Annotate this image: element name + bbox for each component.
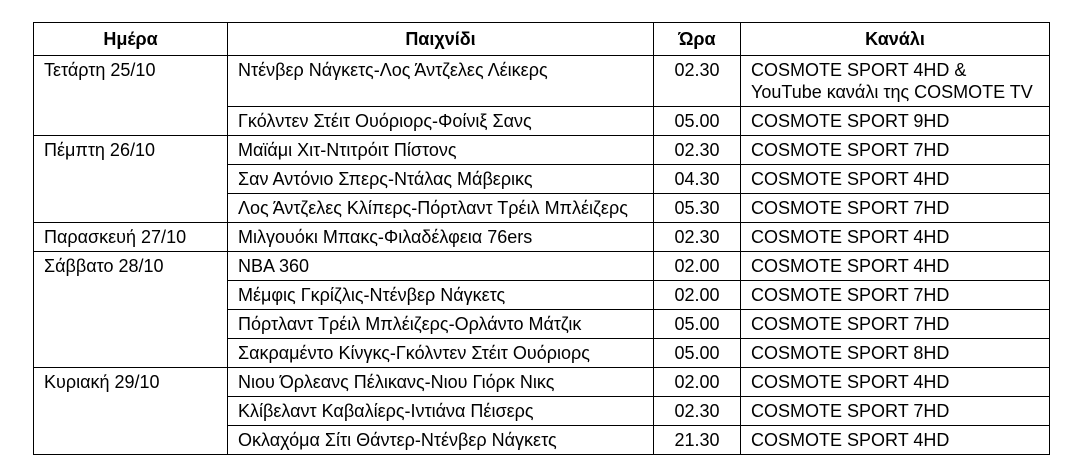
table-row: Κυριακή 29/10 Νιου Όρλεανς Πέλικανς-Νιου… bbox=[33, 367, 1050, 455]
channel-cell: COSMOTE SPORT 4HD bbox=[740, 425, 1050, 455]
time-cell: 02.30 bbox=[653, 55, 741, 107]
time-cell: 02.00 bbox=[653, 251, 741, 281]
channel-cell: COSMOTE SPORT 7HD bbox=[740, 396, 1050, 426]
game-cell: Μέμφις Γκρίζλις-Ντένβερ Νάγκετς bbox=[227, 280, 654, 310]
game-cell: Σακραμέντο Κίνγκς-Γκόλντεν Στέιτ Ουόριορ… bbox=[227, 338, 654, 368]
table-row: Πόρτλαντ Τρέιλ Μπλέιζερς-Ορλάντο Μάτζικ … bbox=[34, 309, 1050, 339]
channel-cell: COSMOTE SPORT 9HD bbox=[740, 106, 1050, 136]
table-row: Λος Άντζελες Κλίπερς-Πόρτλαντ Τρέιλ Μπλέ… bbox=[34, 193, 1050, 223]
column-header-time: Ώρα bbox=[653, 22, 741, 56]
table-row: Τετάρτη 25/10 Ντένβερ Νάγκετς-Λος Άντζελ… bbox=[33, 55, 1050, 136]
day-cell: Πέμπτη 26/10 bbox=[33, 135, 228, 223]
day-cell: Παρασκευή 27/10 bbox=[33, 222, 228, 252]
time-cell: 02.00 bbox=[653, 367, 741, 397]
game-cell: Γκόλντεν Στέιτ Ουόριορς-Φοίνιξ Σανς bbox=[227, 106, 654, 136]
time-cell: 21.30 bbox=[653, 425, 741, 455]
table-row: Γκόλντεν Στέιτ Ουόριορς-Φοίνιξ Σανς 05.0… bbox=[34, 106, 1050, 136]
game-cell: Μιλγουόκι Μπακς-Φιλαδέλφεια 76ers bbox=[227, 222, 654, 252]
column-header-day: Ημέρα bbox=[33, 22, 228, 56]
channel-cell: COSMOTE SPORT 7HD bbox=[740, 309, 1050, 339]
channel-cell: COSMOTE SPORT 4HD bbox=[740, 251, 1050, 281]
time-cell: 02.30 bbox=[653, 222, 741, 252]
time-cell: 02.30 bbox=[653, 396, 741, 426]
time-cell: 02.00 bbox=[653, 280, 741, 310]
tv-schedule-table: Ημέρα Παιχνίδι Ώρα Κανάλι Τετάρτη 25/10 … bbox=[33, 22, 1050, 455]
time-cell: 04.30 bbox=[653, 164, 741, 194]
game-cell: Νιου Όρλεανς Πέλικανς-Νιου Γιόρκ Νικς bbox=[227, 367, 654, 397]
game-cell: Μαϊάμι Χιτ-Ντιτρόιτ Πίστονς bbox=[227, 135, 654, 165]
table-row: Παρασκευή 27/10 Μιλγουόκι Μπακς-Φιλαδέλφ… bbox=[33, 222, 1050, 252]
channel-cell: COSMOTE SPORT 4HD bbox=[740, 367, 1050, 397]
time-cell: 05.00 bbox=[653, 106, 741, 136]
time-cell: 05.00 bbox=[653, 338, 741, 368]
game-cell: NBA 360 bbox=[227, 251, 654, 281]
table-row: Σαν Αντόνιο Σπερς-Ντάλας Μάβερικς 04.30 … bbox=[34, 164, 1050, 194]
channel-cell: COSMOTE SPORT 7HD bbox=[740, 193, 1050, 223]
table-row: Πέμπτη 26/10 Μαϊάμι Χιτ-Ντιτρόιτ Πίστονς… bbox=[33, 135, 1050, 223]
game-cell: Σαν Αντόνιο Σπερς-Ντάλας Μάβερικς bbox=[227, 164, 654, 194]
day-cell: Κυριακή 29/10 bbox=[33, 367, 228, 455]
time-cell: 02.30 bbox=[653, 135, 741, 165]
game-cell: Λος Άντζελες Κλίπερς-Πόρτλαντ Τρέιλ Μπλέ… bbox=[227, 193, 654, 223]
table-row: Οκλαχόμα Σίτι Θάντερ-Ντένβερ Νάγκετς 21.… bbox=[34, 425, 1050, 455]
channel-cell: COSMOTE SPORT 4HD & YouTube κανάλι της C… bbox=[740, 55, 1050, 107]
column-header-game: Παιχνίδι bbox=[227, 22, 654, 56]
day-cell: Σάββατο 28/10 bbox=[33, 251, 228, 368]
table-header-row: Ημέρα Παιχνίδι Ώρα Κανάλι bbox=[33, 22, 1050, 56]
game-cell: Ντένβερ Νάγκετς-Λος Άντζελες Λέικερς bbox=[227, 55, 654, 107]
table-row: Σάββατο 28/10 NBA 360 02.00 COSMOTE SPOR… bbox=[33, 251, 1050, 368]
game-cell: Κλίβελαντ Καβαλίερς-Ιντιάνα Πέισερς bbox=[227, 396, 654, 426]
channel-cell: COSMOTE SPORT 4HD bbox=[740, 164, 1050, 194]
channel-cell: COSMOTE SPORT 8HD bbox=[740, 338, 1050, 368]
channel-cell: COSMOTE SPORT 4HD bbox=[740, 222, 1050, 252]
game-cell: Οκλαχόμα Σίτι Θάντερ-Ντένβερ Νάγκετς bbox=[227, 425, 654, 455]
game-cell: Πόρτλαντ Τρέιλ Μπλέιζερς-Ορλάντο Μάτζικ bbox=[227, 309, 654, 339]
time-cell: 05.30 bbox=[653, 193, 741, 223]
channel-cell: COSMOTE SPORT 7HD bbox=[740, 280, 1050, 310]
channel-cell: COSMOTE SPORT 7HD bbox=[740, 135, 1050, 165]
column-header-channel: Κανάλι bbox=[740, 22, 1050, 56]
time-cell: 05.00 bbox=[653, 309, 741, 339]
day-cell: Τετάρτη 25/10 bbox=[33, 55, 228, 136]
